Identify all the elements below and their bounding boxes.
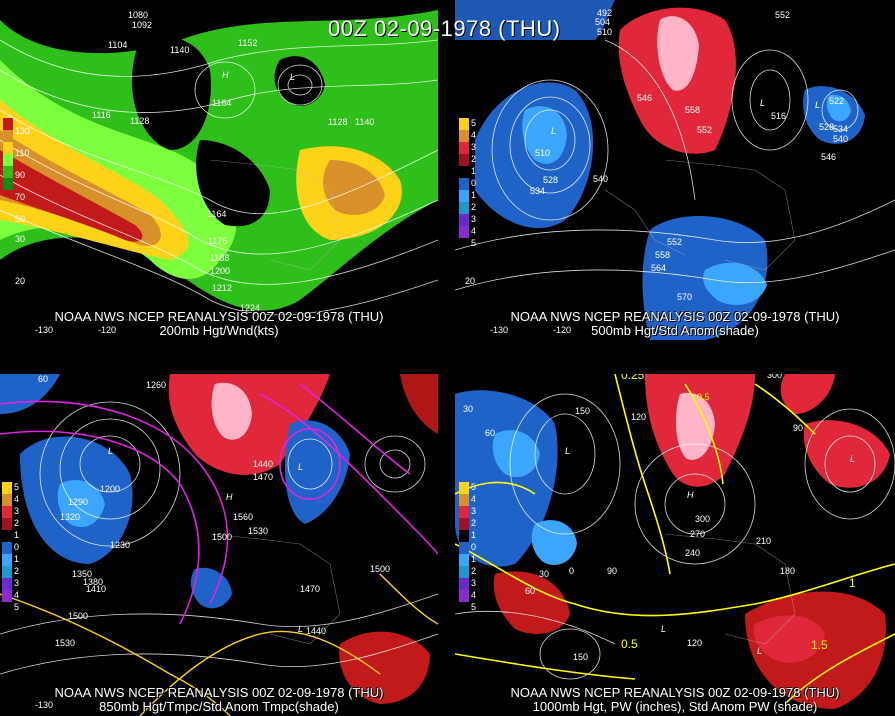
contour-labels: 1080 1092 1104 1140 1152 1116 1128 1164 … — [15, 10, 375, 335]
contour-labels: 492 504 510 552 546 558 552 516 522 528 … — [465, 8, 849, 335]
panel-200mb-height-wind: 130 110 90 70 50 30 1080 1092 1104 1140 … — [0, 0, 438, 340]
colorbar-anomaly: 5 4 3 2 1 0 1 2 3 4 5 — [459, 482, 476, 612]
panel-caption-source: NOAA NWS NCEP REANALYSIS 00Z 02-09-1978 … — [510, 309, 840, 324]
panel-500mb-height-anomaly: 5 4 3 2 1 0 1 2 3 4 5 492 504 510 552 54… — [455, 0, 895, 340]
panel-1000mb-height-pw: 5 4 3 2 1 0 1 2 3 4 5 0.25 300 150 0.5 1… — [455, 374, 895, 716]
map-500mb — [455, 0, 895, 340]
panel-caption-source: NOAA NWS NCEP REANALYSIS 00Z 02-09-1978 … — [54, 309, 384, 324]
map-1000mb — [455, 374, 895, 716]
panel-caption-field: 500mb Hgt/Std Anom(shade) — [591, 323, 759, 338]
panel-caption-field: 200mb Hgt/Wnd(kts) — [159, 323, 279, 338]
main-title: 00Z 02-09-1978 (THU) — [328, 16, 561, 41]
contour-labels: 0.25 300 150 0.5 120 90 60 30 0 300 270 … — [463, 374, 856, 662]
contour-labels: 1260 1320 1440 1470 1500 1530 1560 1290 … — [35, 374, 391, 710]
panel-caption-field: 850mb Hgt/Tmpc/Std Anom Tmpc(shade) — [99, 699, 339, 714]
panel-caption-source: NOAA NWS NCEP REANALYSIS 00Z 02-09-1978 … — [54, 685, 384, 700]
map-200mb — [0, 0, 438, 340]
colorbar-anomaly: 5 4 3 2 1 0 1 2 3 4 5 — [459, 118, 476, 248]
panel-850mb-height-temperature: 5 4 3 2 1 0 1 2 3 4 5 1260 1320 1440 147… — [0, 374, 438, 716]
panel-caption-source: NOAA NWS NCEP REANALYSIS 00Z 02-09-1978 … — [510, 685, 840, 700]
panel-caption-field: 1000mb Hgt, PW (inches), Std Anom PW (sh… — [532, 699, 818, 714]
colorbar-anomaly: 5 4 3 2 1 0 1 2 3 4 5 — [2, 482, 19, 612]
colorbar-wind: 130 110 90 70 50 30 — [3, 118, 30, 244]
map-850mb — [0, 374, 438, 716]
